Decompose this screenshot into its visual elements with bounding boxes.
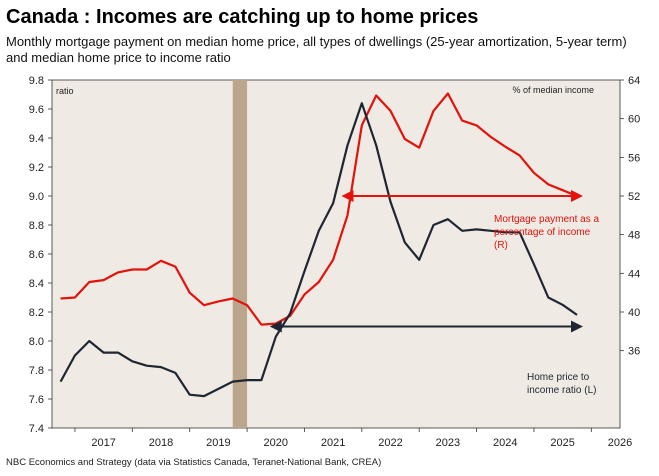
left-axis-label: ratio <box>56 86 74 96</box>
right-tick-label: 52 <box>628 191 640 203</box>
x-tick-label: 2021 <box>321 437 345 449</box>
annotation-label: income ratio (L) <box>527 385 596 396</box>
right-axis-label: % of median income <box>512 85 594 95</box>
left-tick-label: 9.4 <box>29 133 44 145</box>
source-note: NBC Economics and Strategy (data via Sta… <box>6 457 382 468</box>
x-tick-label: 2020 <box>264 437 288 449</box>
x-axis-ticks: 2017 2018 2019 2020 2021 2022 2023 2024 2025 2026 <box>74 428 632 449</box>
right-tick-label: 40 <box>628 307 640 319</box>
x-tick-label: 2025 <box>550 437 574 449</box>
left-axis-ticks: 7.4 7.6 7.8 8.0 8.2 8.4 8.6 8.8 9.0 9.2 9.4 9.6 9.8 <box>29 75 52 435</box>
left-tick-label: 7.6 <box>29 394 44 406</box>
left-tick-label: 8.4 <box>29 278 44 290</box>
chart-subtitle: Monthly mortgage payment on median home … <box>6 34 627 65</box>
left-tick-label: 9.8 <box>29 75 44 87</box>
x-tick-label: 2024 <box>493 437 517 449</box>
right-tick-label: 56 <box>628 152 640 164</box>
right-axis-ticks: 36 40 44 48 52 56 60 64 <box>620 75 640 358</box>
left-tick-label: 8.8 <box>29 220 44 232</box>
annotation-label: Mortgage payment as a <box>494 214 599 225</box>
left-tick-label: 9.0 <box>29 191 44 203</box>
right-tick-label: 64 <box>628 75 640 87</box>
left-tick-label: 8.0 <box>29 336 44 348</box>
annotation-label: Home price to <box>527 372 590 383</box>
x-tick-label: 2026 <box>608 437 632 449</box>
recession-shade <box>232 80 248 428</box>
right-tick-label: 60 <box>628 114 640 126</box>
x-tick-label: 2023 <box>436 437 460 449</box>
series-line-mortgage-payment <box>60 92 578 326</box>
left-tick-label: 8.6 <box>29 249 44 261</box>
x-tick-label: 2022 <box>378 437 402 449</box>
series-line-price-to-income <box>59 102 578 398</box>
left-tick-label: 9.2 <box>29 162 44 174</box>
left-tick-label: 8.2 <box>29 307 44 319</box>
chart-title: Canada : Incomes are catching up to home… <box>6 6 479 28</box>
annotation-label: (R) <box>494 240 508 251</box>
left-tick-label: 9.6 <box>29 104 44 116</box>
x-tick-label: 2018 <box>149 437 173 449</box>
left-tick-label: 7.4 <box>29 423 44 435</box>
annotation-label: percentage of income <box>494 227 591 238</box>
x-tick-label: 2017 <box>91 437 115 449</box>
left-tick-label: 7.8 <box>29 365 44 377</box>
right-tick-label: 44 <box>628 268 640 280</box>
series-group <box>59 92 578 398</box>
right-tick-label: 48 <box>628 230 640 242</box>
annotations: Mortgage payment as a percentage of incom… <box>269 190 599 396</box>
x-tick-label: 2019 <box>206 437 230 449</box>
right-tick-label: 36 <box>628 346 640 358</box>
